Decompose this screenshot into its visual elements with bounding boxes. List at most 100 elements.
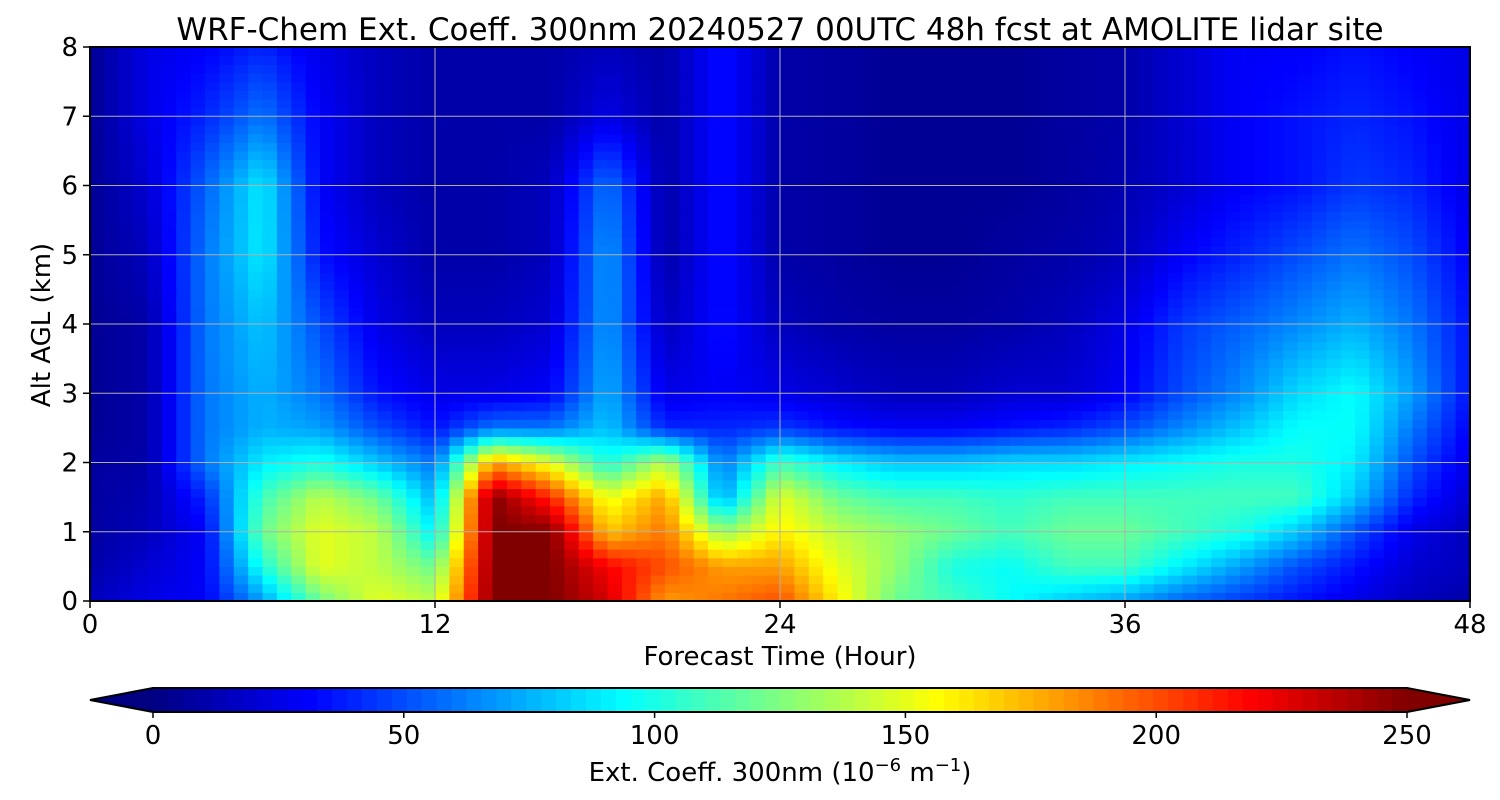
- heatmap-cell: [1053, 393, 1069, 403]
- heatmap-cell: [1196, 237, 1212, 247]
- heatmap-cell: [708, 280, 724, 290]
- heatmap-cell: [1067, 583, 1083, 593]
- heatmap-cell: [564, 471, 580, 481]
- heatmap-cell: [1326, 427, 1342, 438]
- heatmap-cell: [535, 557, 551, 567]
- heatmap-cell: [1153, 540, 1169, 550]
- heatmap-cell: [176, 332, 192, 342]
- heatmap-cell: [478, 566, 494, 576]
- heatmap-cell: [492, 194, 508, 204]
- heatmap-cell: [708, 531, 724, 542]
- heatmap-cell: [866, 324, 882, 334]
- heatmap-cell: [190, 202, 206, 213]
- heatmap-cell: [1340, 349, 1356, 360]
- heatmap-cell: [636, 358, 652, 368]
- heatmap-cell: [593, 471, 609, 481]
- heatmap-cell: [636, 566, 652, 576]
- heatmap-cell: [1268, 384, 1284, 394]
- heatmap-cell: [420, 384, 436, 394]
- heatmap-cell: [320, 280, 335, 290]
- heatmap-cell: [780, 471, 795, 481]
- heatmap-cell: [780, 272, 795, 282]
- heatmap-cell: [952, 237, 968, 247]
- heatmap-cell: [1426, 150, 1442, 161]
- heatmap-cell: [1268, 289, 1284, 299]
- heatmap-cell: [1168, 237, 1184, 247]
- heatmap-cell: [1268, 358, 1284, 368]
- heatmap-cell: [363, 557, 379, 567]
- heatmap-cell: [578, 254, 594, 265]
- heatmap-cell: [722, 211, 738, 221]
- heatmap-cell: [1369, 453, 1385, 464]
- heatmap-cell: [780, 341, 795, 351]
- heatmap-cell: [1398, 505, 1414, 516]
- heatmap-cell: [636, 332, 652, 342]
- heatmap-cell: [578, 332, 594, 342]
- heatmap-cell: [1196, 575, 1212, 585]
- heatmap-cell: [1283, 341, 1299, 351]
- heatmap-cell: [1268, 332, 1284, 342]
- heatmap-cell: [377, 419, 393, 429]
- heatmap-cell: [276, 246, 292, 256]
- heatmap-cell: [1254, 324, 1270, 334]
- heatmap-cell: [636, 575, 652, 585]
- heatmap-cell: [708, 194, 724, 204]
- heatmap-cell: [837, 159, 853, 169]
- heatmap-cell: [895, 168, 910, 178]
- heatmap-cell: [636, 159, 652, 169]
- heatmap-cell: [693, 159, 709, 169]
- heatmap-cell: [262, 505, 278, 516]
- heatmap-cell: [1168, 367, 1184, 377]
- heatmap-cell: [262, 185, 278, 195]
- heatmap-cell: [593, 332, 609, 342]
- heatmap-cell: [679, 566, 695, 576]
- heatmap-cell: [794, 549, 810, 559]
- heatmap-cell: [1182, 324, 1198, 334]
- heatmap-cell: [1398, 185, 1414, 195]
- heatmap-cell: [679, 436, 695, 446]
- heatmap-cell: [808, 211, 824, 221]
- heatmap-cell: [147, 540, 163, 550]
- heatmap-cell: [406, 298, 422, 308]
- heatmap-cell: [665, 479, 680, 490]
- heatmap-cell: [118, 211, 134, 221]
- heatmap-cell: [665, 289, 680, 299]
- heatmap-cell: [219, 514, 235, 524]
- heatmap-cell: [463, 384, 479, 394]
- heatmap-cell: [521, 523, 537, 533]
- heatmap-cell: [506, 263, 522, 273]
- heatmap-cell: [1355, 150, 1370, 161]
- heatmap-cell: [1268, 471, 1284, 481]
- heatmap-cell: [837, 583, 853, 593]
- heatmap-cell: [420, 393, 436, 403]
- heatmap-cell: [506, 150, 522, 161]
- heatmap-cell: [190, 168, 206, 178]
- heatmap-cell: [291, 471, 307, 481]
- heatmap-cell: [391, 254, 407, 265]
- heatmap-cell: [1053, 427, 1069, 438]
- heatmap-cell: [348, 514, 364, 524]
- heatmap-cell: [305, 410, 321, 420]
- heatmap-cell: [722, 523, 738, 533]
- heatmap-cell: [794, 566, 810, 576]
- heatmap-cell: [506, 272, 522, 282]
- heatmap-cell: [1455, 228, 1470, 239]
- heatmap-cell: [780, 384, 795, 394]
- heatmap-cell: [665, 341, 680, 351]
- heatmap-cell: [765, 488, 781, 498]
- heatmap-cell: [1096, 176, 1112, 187]
- heatmap-cell: [966, 531, 982, 542]
- heatmap-cell: [765, 254, 781, 265]
- heatmap-cell: [866, 185, 882, 195]
- heatmap-cell: [1441, 514, 1457, 524]
- heatmap-cell: [147, 272, 163, 282]
- heatmap-cell: [679, 549, 695, 559]
- heatmap-cell: [535, 332, 551, 342]
- heatmap-cell: [176, 497, 192, 507]
- heatmap-cell: [161, 566, 177, 576]
- heatmap-cell: [1225, 254, 1241, 265]
- heatmap-cell: [1125, 306, 1140, 316]
- heatmap-cell: [133, 341, 149, 351]
- heatmap-cell: [1398, 228, 1414, 239]
- heatmap-cell: [895, 540, 910, 550]
